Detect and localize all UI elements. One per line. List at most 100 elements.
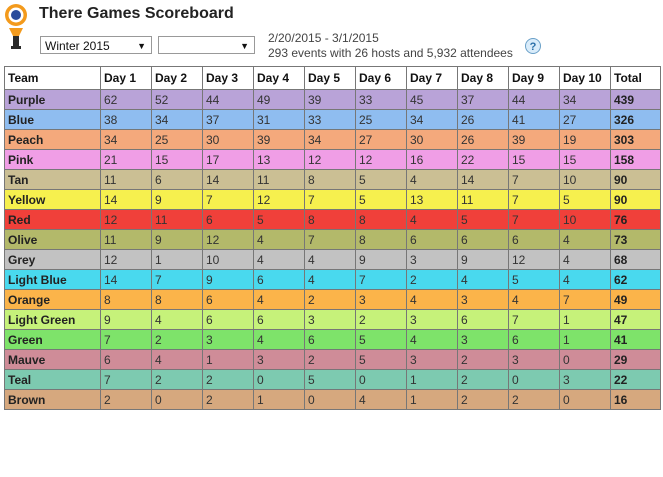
day-score: 2 — [355, 309, 407, 330]
day-score: 12 — [508, 249, 560, 270]
day-score: 30 — [406, 129, 458, 150]
day-score: 1 — [253, 389, 305, 410]
day-score: 17 — [202, 149, 254, 170]
day-score: 1 — [559, 309, 611, 330]
day-score: 6 — [508, 229, 560, 250]
day-score: 5 — [304, 369, 356, 390]
day-score: 26 — [457, 109, 509, 130]
day-score: 3 — [508, 349, 560, 370]
day-score: 45 — [406, 89, 458, 110]
team-name: Olive — [4, 229, 101, 250]
day-score: 0 — [253, 369, 305, 390]
team-total: 90 — [610, 189, 661, 210]
day-score: 8 — [355, 229, 407, 250]
day-score: 49 — [253, 89, 305, 110]
day-score: 3 — [559, 369, 611, 390]
table-row: Tan 11 6 14 11 8 5 4 14 7 10 90 — [4, 169, 661, 190]
day-score: 22 — [457, 149, 509, 170]
day-score: 2 — [100, 389, 152, 410]
day-score: 7 — [304, 189, 356, 210]
column-header[interactable]: Day 7 — [406, 66, 458, 90]
season-select[interactable]: Winter 2015 ▼ — [40, 36, 152, 54]
column-header[interactable]: Total — [610, 66, 661, 90]
day-score: 14 — [100, 189, 152, 210]
day-score: 44 — [202, 89, 254, 110]
day-score: 2 — [457, 349, 509, 370]
day-score: 6 — [253, 309, 305, 330]
day-score: 11 — [100, 169, 152, 190]
secondary-select[interactable]: ▼ — [158, 36, 255, 54]
day-score: 4 — [406, 289, 458, 310]
table-row: Light Blue 14 7 9 6 4 7 2 4 5 4 62 — [4, 269, 661, 290]
day-score: 0 — [559, 389, 611, 410]
column-header[interactable]: Day 3 — [202, 66, 254, 90]
day-score: 5 — [559, 189, 611, 210]
team-total: 29 — [610, 349, 661, 370]
day-score: 7 — [151, 269, 203, 290]
app-title: There Games Scoreboard — [39, 5, 234, 22]
day-score: 2 — [457, 389, 509, 410]
day-score: 62 — [100, 89, 152, 110]
day-score: 9 — [100, 309, 152, 330]
day-score: 4 — [304, 249, 356, 270]
team-total: 16 — [610, 389, 661, 410]
table-row: Grey 12 1 10 4 4 9 3 9 12 4 68 — [4, 249, 661, 270]
team-name: Brown — [4, 389, 101, 410]
day-score: 8 — [355, 209, 407, 230]
column-header[interactable]: Team — [4, 66, 101, 90]
help-icon[interactable]: ? — [525, 38, 541, 54]
day-score: 6 — [508, 329, 560, 350]
day-score: 6 — [457, 229, 509, 250]
day-score: 2 — [202, 389, 254, 410]
day-score: 4 — [508, 289, 560, 310]
day-score: 25 — [355, 109, 407, 130]
day-score: 41 — [508, 109, 560, 130]
team-total: 41 — [610, 329, 661, 350]
day-score: 10 — [559, 169, 611, 190]
day-score: 0 — [355, 369, 407, 390]
column-header[interactable]: Day 1 — [100, 66, 152, 90]
day-score: 12 — [355, 149, 407, 170]
day-score: 5 — [355, 349, 407, 370]
day-score: 10 — [559, 209, 611, 230]
day-score: 7 — [100, 329, 152, 350]
day-score: 1 — [151, 249, 203, 270]
day-score: 2 — [202, 369, 254, 390]
column-header[interactable]: Day 10 — [559, 66, 611, 90]
team-total: 439 — [610, 89, 661, 110]
table-row: Red 12 11 6 5 8 8 4 5 7 10 76 — [4, 209, 661, 230]
column-header[interactable]: Day 8 — [457, 66, 509, 90]
column-header[interactable]: Day 6 — [355, 66, 407, 90]
day-score: 15 — [559, 149, 611, 170]
day-score: 8 — [304, 169, 356, 190]
column-header[interactable]: Day 9 — [508, 66, 560, 90]
day-score: 2 — [151, 329, 203, 350]
table-row: Blue 38 34 37 31 33 25 34 26 41 27 326 — [4, 109, 661, 130]
team-name: Peach — [4, 129, 101, 150]
team-total: 47 — [610, 309, 661, 330]
day-score: 44 — [508, 89, 560, 110]
day-score: 16 — [406, 149, 458, 170]
day-score: 27 — [355, 129, 407, 150]
column-header[interactable]: Day 4 — [253, 66, 305, 90]
day-score: 3 — [406, 309, 458, 330]
day-score: 38 — [100, 109, 152, 130]
table-row: Peach 34 25 30 39 34 27 30 26 39 19 303 — [4, 129, 661, 150]
season-select-value: Winter 2015 — [45, 39, 110, 53]
column-header[interactable]: Day 5 — [304, 66, 356, 90]
day-score: 1 — [406, 369, 458, 390]
day-score: 6 — [304, 329, 356, 350]
day-score: 39 — [508, 129, 560, 150]
column-header[interactable]: Day 2 — [151, 66, 203, 90]
day-score: 25 — [151, 129, 203, 150]
day-score: 21 — [100, 149, 152, 170]
day-score: 3 — [304, 309, 356, 330]
day-score: 12 — [202, 229, 254, 250]
team-name: Yellow — [4, 189, 101, 210]
day-score: 14 — [457, 169, 509, 190]
team-total: 90 — [610, 169, 661, 190]
day-score: 11 — [253, 169, 305, 190]
day-score: 3 — [457, 329, 509, 350]
day-score: 5 — [355, 189, 407, 210]
day-score: 7 — [100, 369, 152, 390]
